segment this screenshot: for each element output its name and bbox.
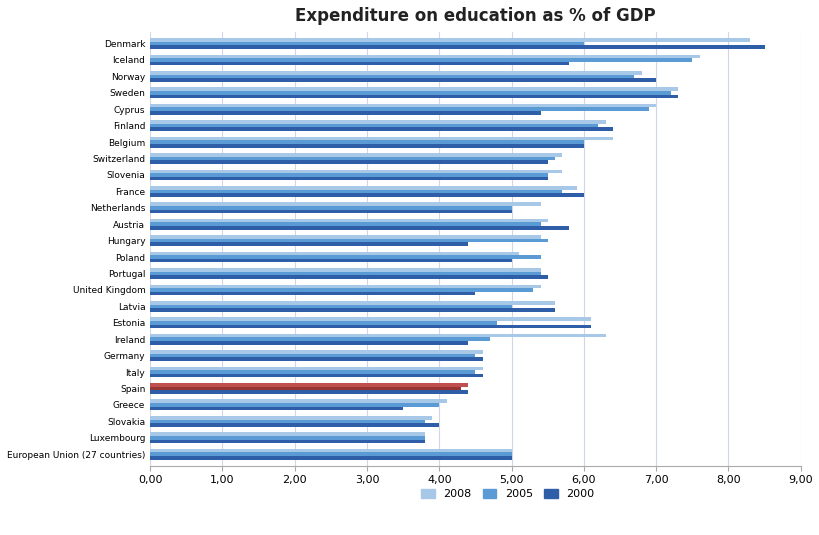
Bar <box>150 440 424 443</box>
Bar <box>150 456 511 460</box>
Bar <box>150 432 424 436</box>
Bar <box>150 177 547 180</box>
Bar <box>150 95 677 98</box>
Bar <box>150 338 489 341</box>
Bar <box>150 304 511 308</box>
Bar <box>150 325 590 328</box>
Bar <box>150 341 468 345</box>
Title: Expenditure on education as % of GDP: Expenditure on education as % of GDP <box>295 7 655 25</box>
Bar <box>150 366 482 370</box>
Bar <box>150 206 511 210</box>
Bar <box>150 140 583 144</box>
Bar <box>150 383 468 387</box>
Bar <box>150 193 583 197</box>
Bar <box>150 58 691 62</box>
Bar <box>150 173 547 177</box>
Bar <box>150 350 482 354</box>
Bar <box>150 276 547 279</box>
Bar <box>150 436 424 440</box>
Bar <box>150 71 641 74</box>
Bar <box>150 374 482 378</box>
Bar <box>150 157 554 160</box>
Bar <box>150 390 468 394</box>
Bar <box>150 400 446 403</box>
Bar <box>150 239 547 242</box>
Legend: 2008, 2005, 2000: 2008, 2005, 2000 <box>416 484 599 503</box>
Bar <box>150 449 511 453</box>
Bar <box>150 42 583 45</box>
Bar <box>150 223 540 226</box>
Bar <box>150 288 532 292</box>
Bar <box>150 226 568 230</box>
Bar <box>150 108 648 111</box>
Bar <box>150 78 655 82</box>
Bar <box>150 235 540 239</box>
Bar <box>150 259 511 263</box>
Bar <box>150 124 598 127</box>
Bar <box>150 242 468 246</box>
Bar <box>150 370 475 374</box>
Bar <box>150 334 605 338</box>
Bar <box>150 127 612 131</box>
Bar <box>150 87 677 91</box>
Bar <box>150 210 511 213</box>
Bar <box>150 321 496 325</box>
Bar <box>150 387 460 390</box>
Bar <box>150 219 547 223</box>
Bar <box>150 403 439 407</box>
Bar <box>150 251 518 255</box>
Bar <box>150 419 424 423</box>
Bar <box>150 301 554 304</box>
Bar <box>150 407 403 410</box>
Bar <box>150 354 475 357</box>
Bar <box>150 453 511 456</box>
Bar <box>150 416 432 419</box>
Bar <box>150 153 562 157</box>
Bar <box>150 55 699 58</box>
Bar <box>150 202 540 206</box>
Bar <box>150 317 590 321</box>
Bar <box>150 170 562 173</box>
Bar <box>150 104 655 108</box>
Bar <box>150 160 547 164</box>
Bar <box>150 423 439 427</box>
Bar <box>150 62 568 65</box>
Bar <box>150 144 583 148</box>
Bar <box>150 272 540 276</box>
Bar <box>150 120 605 124</box>
Bar <box>150 255 540 259</box>
Bar <box>150 285 540 288</box>
Bar <box>150 308 554 312</box>
Bar <box>150 186 576 189</box>
Bar <box>150 292 475 295</box>
Bar <box>150 91 670 95</box>
Bar <box>150 189 562 193</box>
Bar <box>150 45 763 49</box>
Bar <box>150 136 612 140</box>
Bar <box>150 111 540 114</box>
Bar <box>150 268 540 272</box>
Bar <box>150 38 749 42</box>
Bar <box>150 74 634 78</box>
Bar <box>150 357 482 361</box>
